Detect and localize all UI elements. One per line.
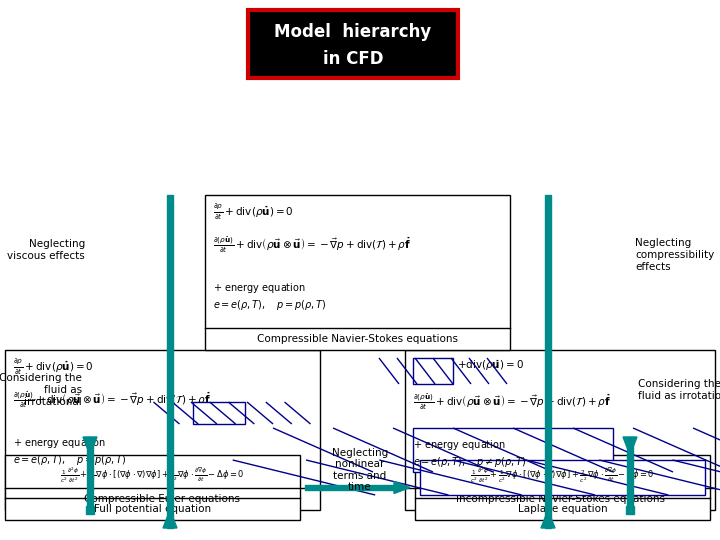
Bar	[415, 455, 710, 520]
FancyBboxPatch shape	[305, 485, 394, 490]
Text: Laplace equation: Laplace equation	[518, 504, 607, 514]
Text: $e = e(\rho, T),\quad p = p(\rho, T)$: $e = e(\rho, T),\quad p = p(\rho, T)$	[13, 453, 127, 467]
Text: $\frac{1}{c^2}\frac{\partial^2\phi}{\partial t^2} + \frac{1}{c^2}\nabla\phi\cdot: $\frac{1}{c^2}\frac{\partial^2\phi}{\par…	[470, 465, 654, 485]
Bar	[5, 350, 320, 510]
Text: Compressible Navier-Stokes equations: Compressible Navier-Stokes equations	[257, 334, 458, 344]
Text: $\frac{1}{c^2}\frac{\partial^2\phi}{\partial t^2} + \frac{1}{c^2}\nabla\phi\cdot: $\frac{1}{c^2}\frac{\partial^2\phi}{\par…	[60, 465, 245, 485]
Text: $+\ \mathrm{energy\ equation}$: $+\ \mathrm{energy\ equation}$	[413, 438, 506, 452]
Text: Neglecting
viscous effects: Neglecting viscous effects	[7, 239, 85, 261]
Bar	[248, 10, 458, 78]
Text: Incompressible Navier-Stokes equations: Incompressible Navier-Stokes equations	[456, 494, 665, 504]
FancyBboxPatch shape	[545, 195, 551, 528]
Text: $+\ \mathrm{energy\ equation}$: $+\ \mathrm{energy\ equation}$	[13, 436, 106, 450]
Text: Neglecting
nonlinear
terms and
time: Neglecting nonlinear terms and time	[332, 448, 388, 492]
Polygon shape	[83, 437, 97, 455]
Text: $e = e(\rho, T),\quad p \neq p(\rho, T)$: $e = e(\rho, T),\quad p \neq p(\rho, T)$	[413, 455, 526, 469]
Bar	[405, 350, 715, 510]
Text: Compressible Euler equations: Compressible Euler equations	[84, 494, 240, 504]
Text: $\frac{\partial\left(\rho\mathbf{\dot{u}}\right)}{\partial t} + \mathrm{div}\lef: $\frac{\partial\left(\rho\mathbf{\dot{u}…	[413, 392, 611, 413]
Text: $\frac{\partial\left(\rho\mathbf{\dot{u}}\right)}{\partial t} + \mathrm{div}\lef: $\frac{\partial\left(\rho\mathbf{\dot{u}…	[13, 390, 211, 410]
Text: $\frac{\partial\left(\rho\mathbf{\dot{u}}\right)}{\partial t} + \mathrm{div}\lef: $\frac{\partial\left(\rho\mathbf{\dot{u}…	[213, 235, 411, 255]
Text: in CFD: in CFD	[323, 50, 383, 68]
Bar	[205, 195, 510, 350]
Text: Model  hierarchy: Model hierarchy	[274, 23, 431, 40]
Bar	[86, 506, 94, 514]
Text: Considering the
fluid as
irrotational: Considering the fluid as irrotational	[0, 373, 82, 407]
FancyBboxPatch shape	[87, 437, 93, 510]
Bar	[413, 428, 613, 472]
Text: Neglecting
compressibility
effects: Neglecting compressibility effects	[635, 238, 714, 272]
Text: $+ \mathrm{div}\left(\rho\mathbf{\dot{u}}\right) = 0$: $+ \mathrm{div}\left(\rho\mathbf{\dot{u}…	[457, 358, 524, 373]
Polygon shape	[541, 510, 555, 528]
FancyBboxPatch shape	[627, 437, 633, 510]
Text: $\frac{\partial\rho}{\partial t} + \mathrm{div}\left(\rho\mathbf{\dot{u}}\right): $\frac{\partial\rho}{\partial t} + \math…	[213, 203, 294, 222]
Text: $e = e(\rho, T),\quad p = p(\rho, T)$: $e = e(\rho, T),\quad p = p(\rho, T)$	[213, 298, 326, 312]
Text: $\frac{\partial\rho}{\partial t} + \mathrm{div}\left(\rho\mathbf{\dot{u}}\right): $\frac{\partial\rho}{\partial t} + \math…	[13, 358, 94, 377]
Bar	[413, 358, 453, 384]
Text: $+\ \mathrm{energy\ equation}$: $+\ \mathrm{energy\ equation}$	[213, 281, 306, 295]
Bar	[5, 455, 300, 520]
Text: Full potential equation: Full potential equation	[94, 504, 211, 514]
FancyBboxPatch shape	[167, 195, 173, 528]
Polygon shape	[623, 437, 637, 455]
Bar	[193, 402, 245, 424]
Polygon shape	[394, 482, 410, 494]
Bar	[626, 506, 634, 514]
Polygon shape	[163, 510, 177, 528]
Text: Considering the
fluid as irrotational: Considering the fluid as irrotational	[638, 379, 720, 401]
Bar	[420, 460, 705, 495]
